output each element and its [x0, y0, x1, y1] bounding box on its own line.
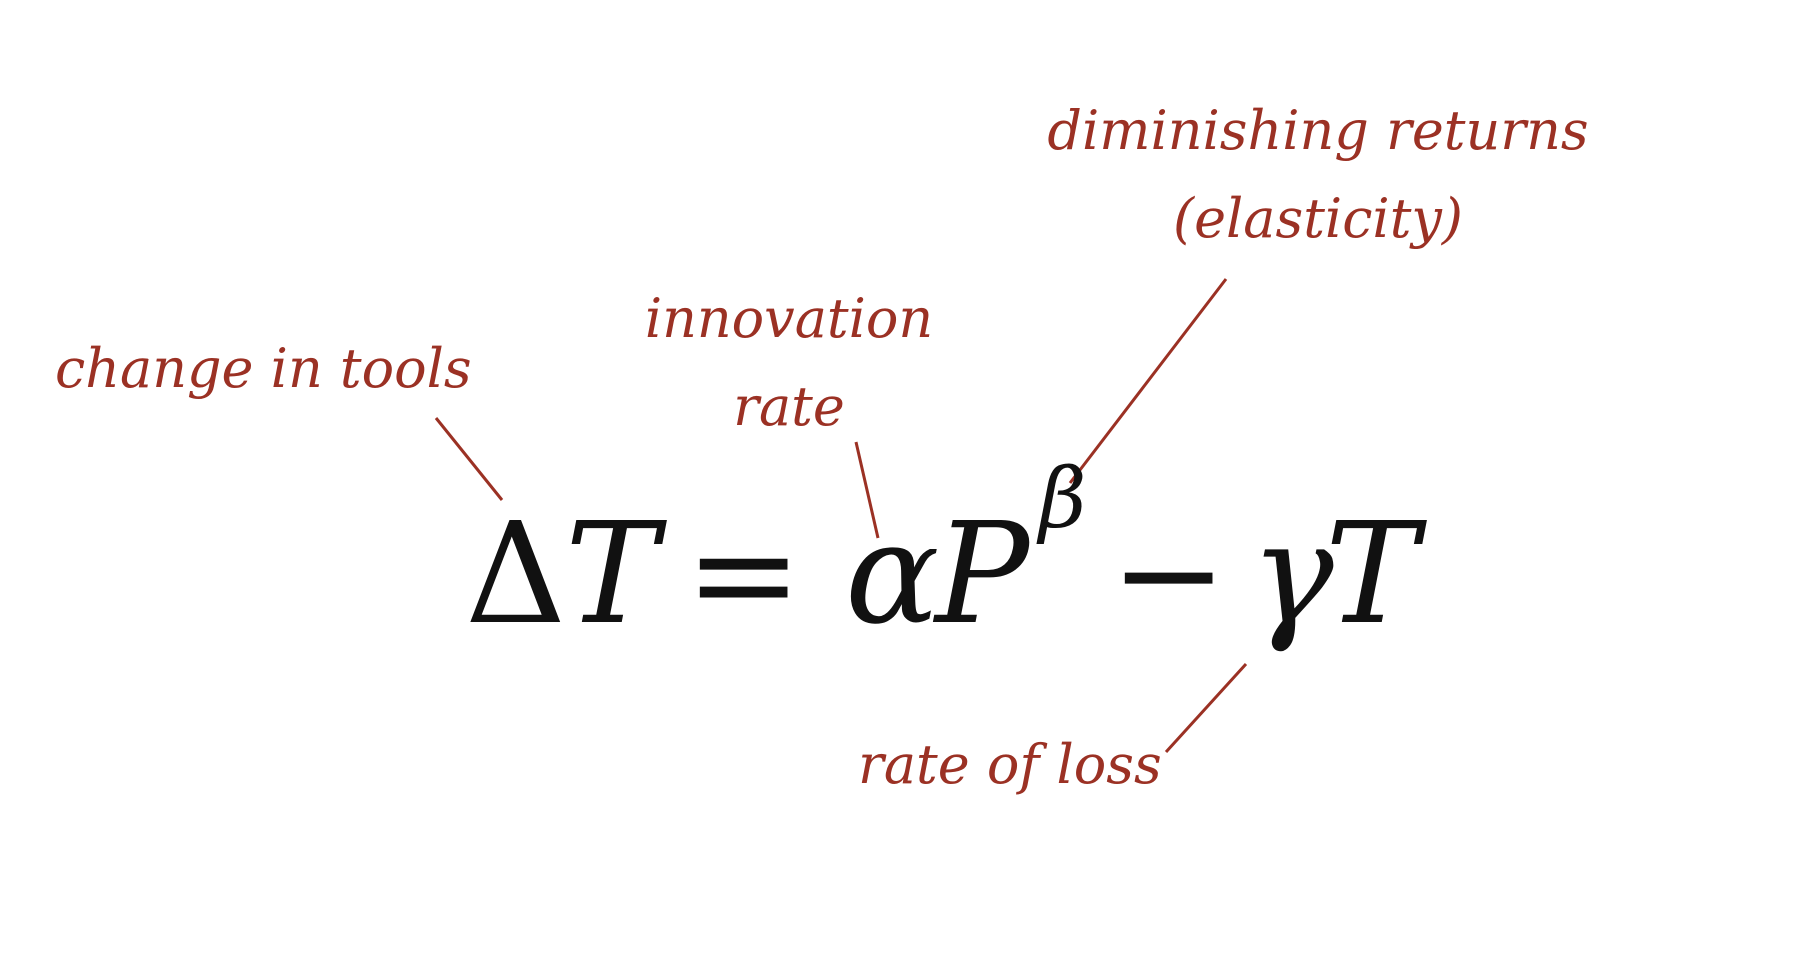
equation-tools-variable: T — [565, 493, 659, 656]
annotation-rate-of-loss: rate of loss — [858, 738, 1162, 792]
annotation-change-in-tools-text: change in tools — [55, 337, 472, 400]
annotation-innovation-line2: rate — [733, 375, 845, 438]
equation-minus-sign: − — [1110, 493, 1228, 656]
leader-rate-of-loss — [1164, 662, 1248, 754]
equation: Δ T = α P β − γ T — [465, 452, 1418, 656]
annotation-diminishing-returns: diminishing returns (elasticity) — [1018, 104, 1618, 246]
equation-gamma-symbol: γ — [1250, 493, 1334, 656]
equation-delta-symbol: Δ — [465, 493, 567, 656]
leader-diminishing-returns — [1068, 278, 1228, 484]
annotation-diminishing-line2: (elasticity) — [1173, 187, 1463, 250]
equation-tools-variable-end: T — [1325, 493, 1419, 656]
annotation-rate-of-loss-text: rate of loss — [858, 733, 1162, 796]
annotation-innovation-rate: innovation rate — [614, 292, 964, 434]
leader-change-in-tools — [434, 417, 504, 501]
equation-equals-sign: = — [685, 493, 803, 656]
annotation-innovation-line1: innovation — [644, 287, 934, 350]
equation-alpha-symbol: α — [845, 493, 940, 656]
equation-population-variable: P — [935, 493, 1030, 656]
equation-beta-exponent: β — [1039, 452, 1087, 547]
annotation-diminishing-line1: diminishing returns — [1047, 99, 1589, 162]
leader-innovation-rate — [854, 441, 880, 539]
annotation-change-in-tools: change in tools — [55, 342, 472, 396]
